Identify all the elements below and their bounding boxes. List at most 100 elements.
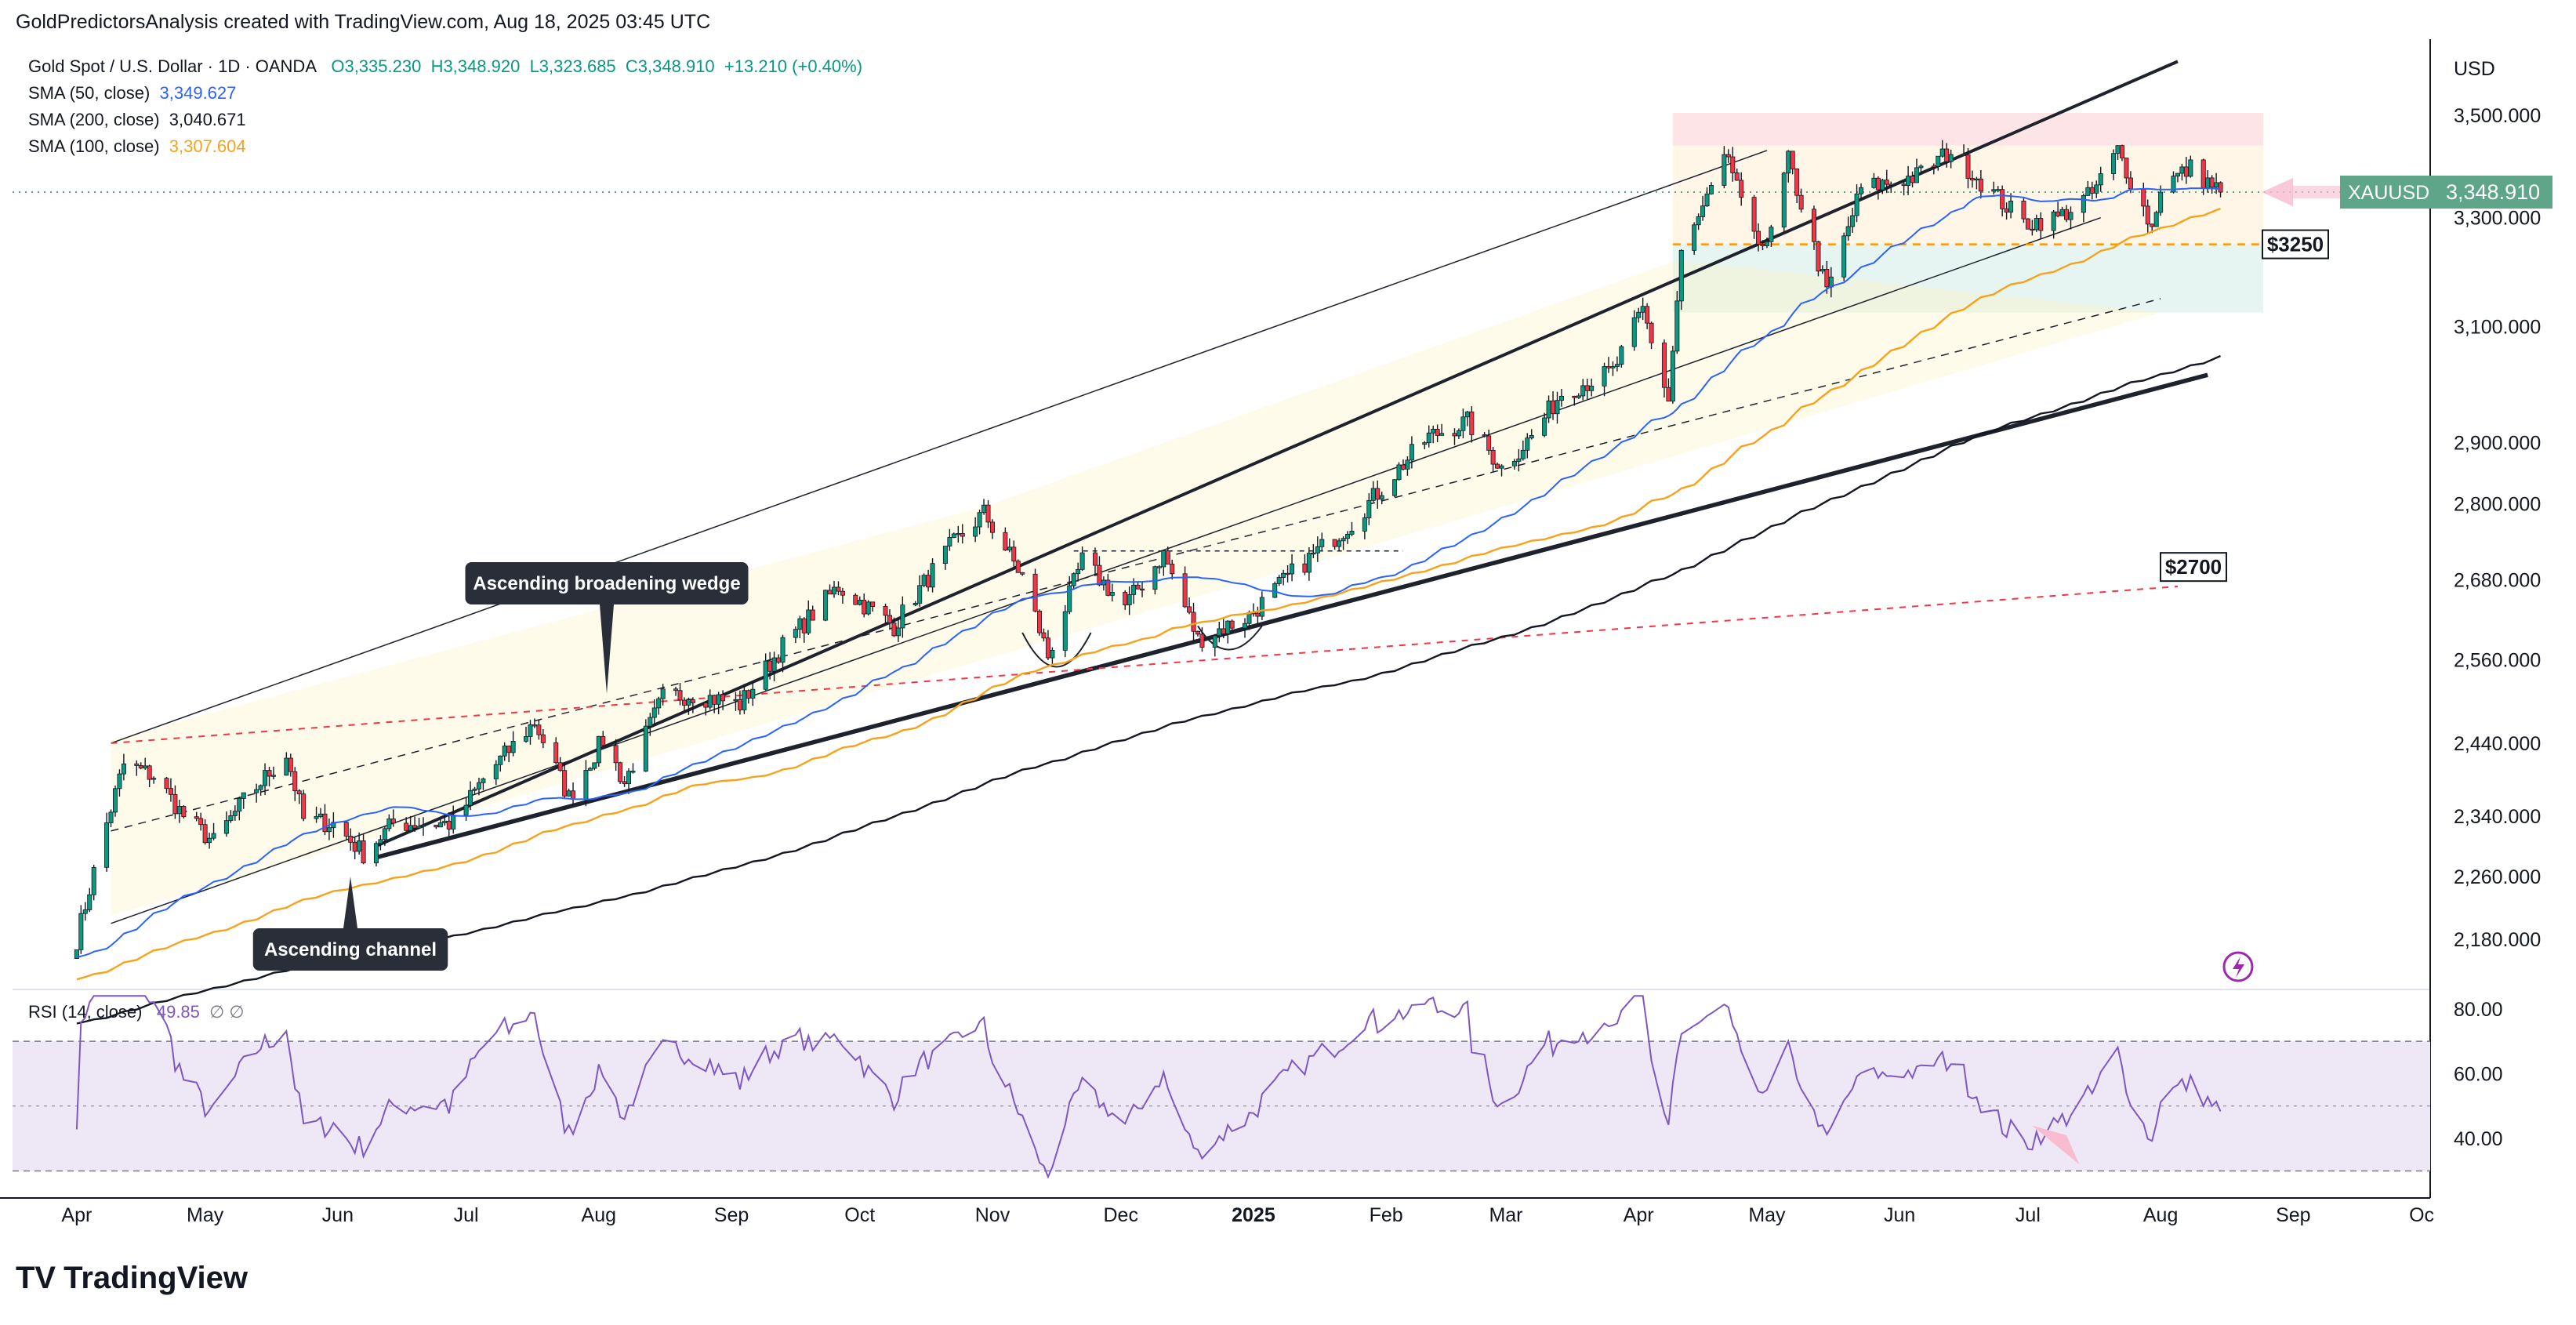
- candle-body: [1614, 364, 1620, 367]
- candle-body: [1041, 632, 1047, 639]
- candle-body: [442, 820, 448, 823]
- candle-body: [2153, 212, 2159, 227]
- candle-body: [207, 837, 212, 844]
- candle-body: [1486, 435, 1492, 451]
- candle-body: [408, 825, 413, 831]
- candle-body: [1405, 459, 1410, 470]
- candle-body: [1290, 563, 1295, 575]
- candle-body: [1362, 517, 1367, 532]
- resistance-zone: [1672, 112, 2264, 146]
- candle-body: [1426, 432, 1431, 444]
- candle-body: [862, 600, 867, 615]
- candle-body: [2055, 211, 2061, 216]
- candle-body: [147, 765, 152, 780]
- candle-body: [1127, 594, 1132, 605]
- candle-body: [1961, 154, 1967, 156]
- candle-body: [322, 813, 328, 833]
- candle-body: [1572, 395, 1577, 398]
- y-tick-label: 3,100.000: [2454, 316, 2541, 338]
- candle-body: [613, 745, 619, 764]
- candle-body: [1678, 249, 1684, 302]
- last-price-symbol: XAUUSD: [2348, 182, 2429, 204]
- y-tick-label: 2,800.000: [2454, 493, 2541, 515]
- candle-body: [164, 778, 169, 790]
- candle-body: [1306, 553, 1312, 573]
- candle-body: [1636, 311, 1642, 318]
- x-tick-label: Nov: [975, 1204, 1010, 1226]
- candle-body: [121, 763, 126, 775]
- rsi-layer: 80.00 60.00 40.00: [13, 995, 2503, 1179]
- y-tick-label: 2,900.000: [2454, 433, 2541, 455]
- candle-body: [104, 822, 110, 868]
- candle-body: [451, 815, 456, 829]
- x-tick-label: 2025: [1232, 1204, 1275, 1226]
- candle-body: [1469, 411, 1475, 435]
- candle-body: [865, 601, 871, 615]
- candle-body: [1880, 180, 1885, 191]
- wedge-upper-line: [376, 60, 2179, 848]
- candle-body: [557, 762, 563, 771]
- symbol-name[interactable]: Gold Spot / U.S. Dollar · 1D · OANDA: [28, 56, 317, 76]
- candle-body: [2175, 172, 2180, 177]
- candle-body: [2098, 173, 2103, 186]
- candle-body: [1511, 461, 1517, 466]
- candle-body: [562, 770, 568, 797]
- candle-body: [587, 768, 593, 771]
- candle-body: [2218, 182, 2223, 193]
- candle-body: [1464, 411, 1470, 418]
- ohlc-open: O3,335.230: [331, 56, 422, 76]
- candle-body: [1011, 546, 1017, 562]
- legend-sma200-row[interactable]: SMA (200, close) 3,040.671: [28, 107, 862, 133]
- candle-body: [1602, 366, 1607, 387]
- candle-body: [2000, 189, 2005, 209]
- candle-body: [434, 824, 439, 828]
- candle-body: [1422, 442, 1428, 445]
- candle-body: [2034, 218, 2039, 231]
- candle-body: [108, 811, 114, 823]
- candle-body: [703, 702, 709, 708]
- candle-body: [870, 601, 876, 607]
- candle-body: [930, 563, 935, 588]
- candle-body: [1786, 151, 1791, 174]
- tradingview-brand[interactable]: TV TradingView: [16, 1261, 248, 1296]
- candle-body: [223, 820, 229, 834]
- candle-body: [1965, 154, 1971, 179]
- candle-body: [181, 806, 187, 818]
- candle-body: [1645, 306, 1650, 324]
- candle-body: [618, 762, 623, 782]
- legend-sma50-row[interactable]: SMA (50, close) 3,349.627: [28, 80, 862, 107]
- candle-body: [1281, 572, 1286, 578]
- candle-body: [801, 618, 807, 633]
- candle-body: [673, 688, 679, 692]
- candle-body: [977, 512, 982, 528]
- candle-body: [750, 688, 756, 699]
- candle-body: [553, 742, 559, 764]
- candle-body: [528, 724, 533, 737]
- candle-body: [194, 816, 199, 819]
- label-3250: $3250: [2267, 233, 2324, 256]
- candle-body: [1302, 563, 1308, 573]
- candle-body: [1674, 300, 1680, 352]
- candle-body: [2128, 177, 2133, 190]
- candle-body: [270, 775, 276, 777]
- candle-body: [1871, 177, 1877, 188]
- trendlines-layer: [111, 60, 2264, 924]
- x-tick-label: Feb: [1370, 1204, 1403, 1226]
- candle-body: [1730, 156, 1736, 173]
- currency-label: USD: [2454, 58, 2495, 80]
- candle-body: [566, 790, 571, 797]
- candle-body: [1931, 165, 1936, 168]
- candle-body: [1850, 215, 1856, 227]
- candle-body: [1555, 400, 1560, 415]
- candle-body: [481, 779, 486, 783]
- candle-body: [1558, 395, 1564, 401]
- candle-body: [1482, 434, 1487, 437]
- candle-body: [1816, 241, 1821, 272]
- candle-body: [2068, 212, 2073, 220]
- candle-body: [712, 695, 717, 705]
- legend-sma100-row[interactable]: SMA (100, close) 3,307.604: [28, 133, 862, 160]
- channel-label-text: Ascending channel: [264, 939, 437, 960]
- label-2700-box: [2160, 552, 2227, 583]
- candle-body: [1392, 479, 1398, 496]
